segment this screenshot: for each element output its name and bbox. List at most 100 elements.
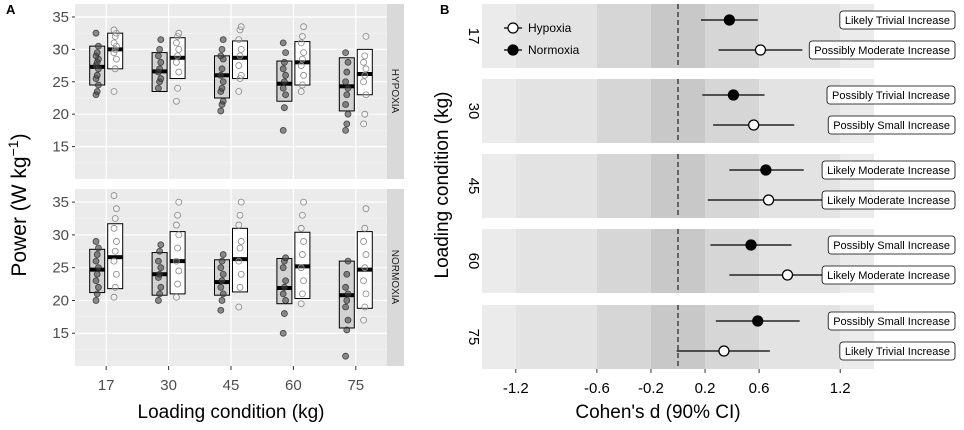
data-point-post xyxy=(175,45,183,53)
data-point-post xyxy=(111,283,119,291)
data-point-post xyxy=(362,65,370,73)
data-point-post xyxy=(360,58,368,66)
inference-box xyxy=(827,235,956,255)
data-point-pre xyxy=(95,42,102,50)
data-point-post xyxy=(360,316,368,324)
data-point-post xyxy=(298,290,306,298)
panel-a-ylabel-end: ) xyxy=(8,133,31,140)
threshold-band xyxy=(482,4,516,68)
point-hypoxia xyxy=(748,119,760,131)
data-point-pre xyxy=(218,45,226,53)
data-point-pre xyxy=(344,316,352,324)
data-point-post xyxy=(361,224,369,232)
data-point-post xyxy=(297,264,305,272)
data-point-pre xyxy=(280,104,288,112)
strip-hypoxia xyxy=(387,4,404,179)
threshold-band xyxy=(515,229,597,293)
group-label: 45 xyxy=(465,178,482,195)
x-tick-label: 17 xyxy=(98,377,115,394)
data-point-pre xyxy=(93,71,101,79)
inference-box xyxy=(839,10,956,30)
data-point-pre xyxy=(157,58,165,66)
point-hypoxia xyxy=(718,345,730,357)
data-point-pre xyxy=(219,78,227,86)
data-point-pre xyxy=(279,329,287,337)
data-point-pre xyxy=(217,107,225,115)
inference-box xyxy=(839,341,956,361)
data-point-pre xyxy=(280,78,288,86)
threshold-band xyxy=(596,79,651,143)
data-point-post xyxy=(235,88,243,95)
data-point-post xyxy=(300,277,308,285)
threshold-band xyxy=(515,4,597,68)
data-point-post xyxy=(172,293,180,301)
data-point-post xyxy=(174,280,182,288)
facet-normoxia-gridlines xyxy=(75,189,387,366)
data-point-post xyxy=(111,65,119,73)
data-point-pre xyxy=(218,277,226,285)
data-point-post xyxy=(361,264,369,272)
data-point-pre xyxy=(280,283,288,291)
point-normoxia xyxy=(752,315,764,327)
data-point-pre xyxy=(279,290,287,298)
data-point-post xyxy=(297,62,305,69)
data-point-pre xyxy=(92,277,100,285)
data-point-post xyxy=(361,303,369,311)
data-point-pre xyxy=(279,84,287,92)
data-point-post xyxy=(300,198,308,206)
group-label: 75 xyxy=(465,329,482,346)
data-point-pre xyxy=(157,241,165,249)
threshold-band xyxy=(515,79,597,143)
data-point-pre xyxy=(343,120,351,128)
data-point-post xyxy=(113,205,120,213)
data-point-pre xyxy=(218,65,226,73)
inference-label: Likely Trivial Increase xyxy=(845,15,950,27)
inference-box xyxy=(827,115,956,135)
data-point-post xyxy=(360,277,368,285)
forest-group-60: 60 Possibly Small Increase Likely Moderate… xyxy=(465,229,956,293)
data-point-post xyxy=(111,247,119,255)
x-tick-label: 0.2 xyxy=(695,380,716,397)
data-point-post xyxy=(174,84,182,92)
data-point-pre xyxy=(343,270,351,278)
data-point-post xyxy=(175,267,183,275)
data-point-post xyxy=(298,55,306,63)
y-tick-label: 25 xyxy=(52,74,69,91)
data-point-post xyxy=(110,39,118,47)
data-point-post xyxy=(113,270,120,278)
data-point-post xyxy=(237,270,245,278)
point-normoxia xyxy=(723,14,736,26)
data-point-post xyxy=(361,110,369,118)
point-normoxia xyxy=(727,89,740,101)
data-point-pre xyxy=(93,251,101,258)
data-point-pre xyxy=(217,71,225,79)
data-point-pre xyxy=(218,257,226,265)
data-point-pre xyxy=(343,91,351,99)
data-point-post xyxy=(113,238,120,245)
data-point-pre xyxy=(219,251,227,258)
y-tick-label: 15 xyxy=(52,139,69,156)
data-point-pre xyxy=(344,290,352,298)
facet-hypoxia: HYPOXIA xyxy=(75,4,404,179)
threshold-band xyxy=(482,79,516,143)
data-point-post xyxy=(235,303,243,311)
data-point-post xyxy=(172,58,180,66)
data-point-post xyxy=(300,23,308,31)
data-point-post xyxy=(298,33,306,40)
threshold-band xyxy=(515,305,597,369)
inference-label: Possibly Small Increase xyxy=(833,120,950,132)
data-point-post xyxy=(297,300,305,308)
panel-a-ylabel-main: Power (W kg xyxy=(8,156,31,276)
data-point-pre xyxy=(156,65,164,73)
data-point-pre xyxy=(157,75,165,82)
data-point-post xyxy=(300,71,308,79)
facet-normoxia: NORMOXIA xyxy=(75,189,404,366)
legend-normoxia-label: Normoxia xyxy=(528,43,580,57)
data-point-pre xyxy=(280,310,288,317)
data-point-pre xyxy=(154,52,162,60)
data-point-post xyxy=(361,52,369,60)
data-point-pre xyxy=(218,297,226,304)
data-point-post xyxy=(362,251,370,258)
data-point-pre xyxy=(157,283,165,291)
